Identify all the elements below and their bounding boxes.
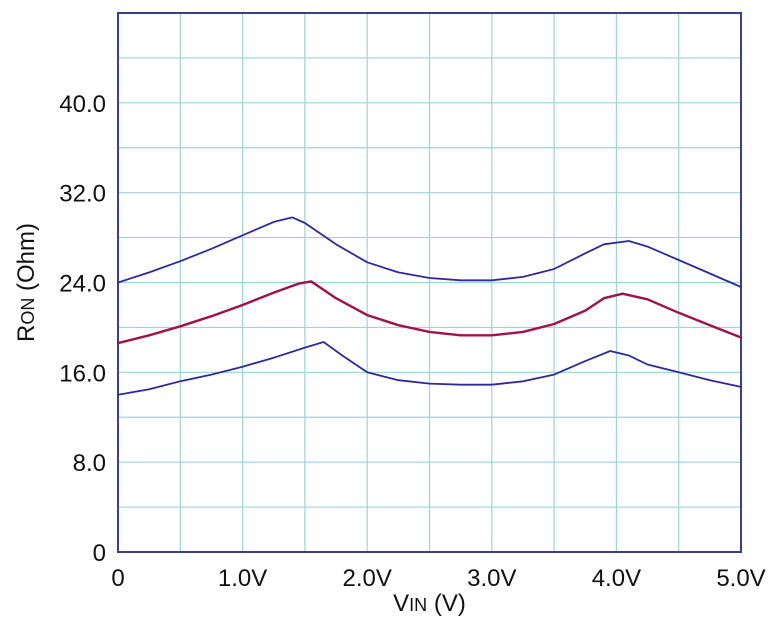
x-tick-label: 4.0V: [592, 565, 641, 592]
y-tick-label: 24.0: [59, 271, 106, 298]
grid: [118, 13, 741, 552]
x-tick-label: 1.0V: [218, 565, 267, 592]
x-axis-label: VIN (V): [393, 590, 466, 617]
series-line-1: [117, 216, 742, 288]
x-tick-label: 0: [111, 565, 124, 592]
y-axis-label: RON (Ohm): [13, 223, 40, 342]
y-axis-ticks: 0 8.0 16.0 24.0 32.0 40.0: [59, 91, 106, 567]
series-line-3: [117, 341, 742, 396]
y-tick-label: 40.0: [59, 91, 106, 118]
y-tick-label: 0: [93, 540, 106, 567]
y-tick-label: 16.0: [59, 360, 106, 387]
x-tick-label: 2.0V: [343, 565, 392, 592]
series-group: [116, 216, 743, 396]
x-axis-ticks: 0 1.0V 2.0V 3.0V 4.0V 5.0V: [111, 565, 765, 592]
y-tick-label: 8.0: [73, 450, 106, 477]
x-tick-label: 3.0V: [467, 565, 516, 592]
series-line-2: [116, 280, 743, 345]
x-tick-label: 5.0V: [716, 565, 765, 592]
y-tick-label: 32.0: [59, 181, 106, 208]
